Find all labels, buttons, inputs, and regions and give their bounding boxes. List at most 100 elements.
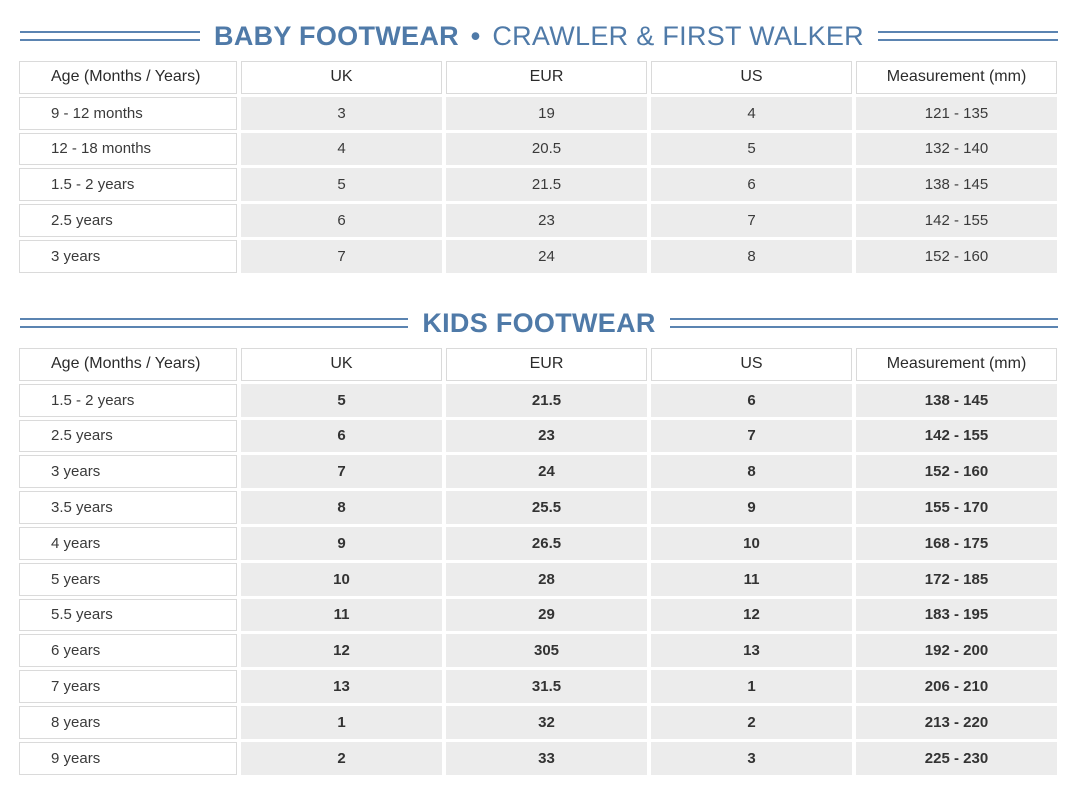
column-header-eur: EUR: [446, 61, 647, 94]
cell-uk: 10: [241, 562, 442, 596]
baby-size-table: Age (Months / Years) UK EUR US Measurement (…: [19, 61, 1057, 273]
column-header-uk: UK: [241, 61, 442, 94]
row-age-label: 12 - 18 months: [19, 132, 237, 166]
column-header-us: US: [651, 348, 852, 381]
cell-eur: 20.5: [446, 132, 647, 166]
cell-us: 5: [651, 132, 852, 166]
cell-measurement: 121 - 135: [856, 96, 1057, 130]
cell-eur: 21.5: [446, 383, 647, 417]
cell-uk: 7: [241, 239, 442, 273]
row-age-label: 3.5 years: [19, 491, 237, 524]
baby-title-separator: •: [470, 20, 481, 51]
cell-us: 2: [651, 705, 852, 739]
row-age-label: 5 years: [19, 562, 237, 596]
row-age-label: 8 years: [19, 705, 237, 739]
cell-eur: 31.5: [446, 670, 647, 703]
cell-measurement: 152 - 160: [856, 455, 1057, 489]
cell-us: 4: [651, 96, 852, 130]
cell-eur: 24: [446, 455, 647, 489]
cell-measurement: 155 - 170: [856, 491, 1057, 524]
cell-measurement: 142 - 155: [856, 204, 1057, 237]
row-age-label: 9 years: [19, 741, 237, 775]
cell-measurement: 225 - 230: [856, 741, 1057, 775]
kids-title-main: KIDS FOOTWEAR: [422, 307, 656, 338]
cell-measurement: 138 - 145: [856, 383, 1057, 417]
row-age-label: 1.5 - 2 years: [19, 168, 237, 202]
cell-us: 9: [651, 491, 852, 524]
cell-us: 7: [651, 204, 852, 237]
kids-size-table: Age (Months / Years) UK EUR US Measurement (…: [19, 348, 1057, 775]
cell-eur: 19: [446, 96, 647, 130]
cell-us: 7: [651, 419, 852, 453]
column-header-uk: UK: [241, 348, 442, 381]
cell-us: 1: [651, 670, 852, 703]
cell-uk: 9: [241, 526, 442, 560]
cell-uk: 4: [241, 132, 442, 166]
cell-us: 13: [651, 634, 852, 668]
cell-measurement: 172 - 185: [856, 562, 1057, 596]
row-age-label: 5.5 years: [19, 598, 237, 632]
column-header-eur: EUR: [446, 348, 647, 381]
cell-uk: 5: [241, 168, 442, 202]
column-header-measurement: Measurement (mm): [856, 61, 1057, 94]
cell-uk: 7: [241, 455, 442, 489]
cell-measurement: 132 - 140: [856, 132, 1057, 166]
cell-eur: 21.5: [446, 168, 647, 202]
kids-footwear-title: KIDS FOOTWEAR: [408, 308, 669, 339]
cell-us: 8: [651, 239, 852, 273]
column-header-age: Age (Months / Years): [19, 348, 237, 381]
row-age-label: 6 years: [19, 634, 237, 668]
cell-uk: 8: [241, 491, 442, 524]
cell-us: 8: [651, 455, 852, 489]
cell-uk: 12: [241, 634, 442, 668]
row-age-label: 3 years: [19, 455, 237, 489]
cell-measurement: 138 - 145: [856, 168, 1057, 202]
cell-measurement: 168 - 175: [856, 526, 1057, 560]
column-header-age: Age (Months / Years): [19, 61, 237, 94]
row-age-label: 2.5 years: [19, 419, 237, 453]
baby-footwear-title: BABY FOOTWEAR • CRAWLER & FIRST WALKER: [200, 21, 878, 52]
heading-rule-right: [877, 31, 1059, 41]
cell-eur: 23: [446, 419, 647, 453]
cell-measurement: 192 - 200: [856, 634, 1057, 668]
row-age-label: 9 - 12 months: [19, 96, 237, 130]
row-age-label: 3 years: [19, 239, 237, 273]
heading-rule-left: [20, 318, 409, 328]
cell-uk: 13: [241, 670, 442, 703]
cell-uk: 2: [241, 741, 442, 775]
cell-uk: 1: [241, 705, 442, 739]
cell-measurement: 213 - 220: [856, 705, 1057, 739]
cell-eur: 23: [446, 204, 647, 237]
cell-eur: 24: [446, 239, 647, 273]
cell-measurement: 206 - 210: [856, 670, 1057, 703]
row-age-label: 7 years: [19, 670, 237, 703]
cell-eur: 29: [446, 598, 647, 632]
row-age-label: 2.5 years: [19, 204, 237, 237]
cell-eur: 33: [446, 741, 647, 775]
row-age-label: 1.5 - 2 years: [19, 383, 237, 417]
cell-eur: 32: [446, 705, 647, 739]
cell-us: 11: [651, 562, 852, 596]
column-header-measurement: Measurement (mm): [856, 348, 1057, 381]
cell-uk: 11: [241, 598, 442, 632]
cell-uk: 5: [241, 383, 442, 417]
cell-uk: 6: [241, 419, 442, 453]
cell-eur: 25.5: [446, 491, 647, 524]
cell-measurement: 152 - 160: [856, 239, 1057, 273]
cell-us: 10: [651, 526, 852, 560]
cell-us: 6: [651, 168, 852, 202]
heading-rule-left: [20, 31, 201, 41]
row-age-label: 4 years: [19, 526, 237, 560]
cell-uk: 3: [241, 96, 442, 130]
cell-us: 3: [651, 741, 852, 775]
cell-measurement: 183 - 195: [856, 598, 1057, 632]
baby-footwear-heading: BABY FOOTWEAR • CRAWLER & FIRST WALKER: [20, 18, 1059, 54]
heading-rule-right: [669, 318, 1059, 328]
cell-us: 12: [651, 598, 852, 632]
cell-eur: 26.5: [446, 526, 647, 560]
baby-title-main: BABY FOOTWEAR: [214, 20, 459, 51]
cell-eur: 305: [446, 634, 647, 668]
cell-measurement: 142 - 155: [856, 419, 1057, 453]
cell-us: 6: [651, 383, 852, 417]
cell-uk: 6: [241, 204, 442, 237]
